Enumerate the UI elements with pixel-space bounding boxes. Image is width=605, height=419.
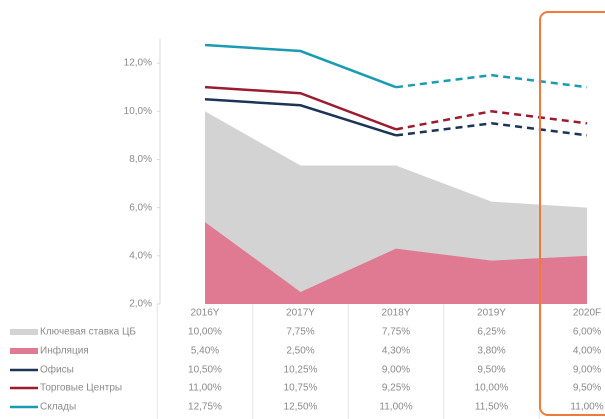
legend-label: Склады (40, 402, 76, 413)
legend-label: Офисы (40, 364, 74, 376)
table-value: 10,00% (188, 327, 222, 338)
highlight-frame (539, 11, 605, 416)
table-value: 7,75% (382, 327, 410, 338)
x-tick-label: 2019Y (477, 308, 506, 319)
x-tick-label: 2020F (573, 308, 601, 319)
legend-label: Инфляция (40, 345, 89, 357)
table-value: 9,50% (573, 383, 601, 394)
table-value: 5,40% (191, 346, 219, 357)
table-value: 10,00% (475, 383, 509, 394)
y-tick-label: 2,0% (129, 299, 152, 310)
y-tick-label: 6,0% (129, 202, 152, 213)
y-tick-label: 8,0% (129, 154, 152, 165)
forecast-line (395, 122, 588, 137)
forecast-line (395, 73, 588, 89)
x-tick-label: 2017Y (286, 308, 315, 319)
table-value: 9,00% (382, 365, 410, 376)
table-value: 4,30% (382, 346, 410, 357)
table-value: 9,50% (477, 365, 505, 376)
x-tick-label: 2016Y (191, 308, 220, 319)
table-value: 11,50% (475, 402, 508, 413)
table-value: 9,00% (573, 365, 601, 376)
legend-label: Ключевая ставка ЦБ (40, 327, 136, 338)
line (204, 85, 397, 131)
line (204, 43, 397, 89)
table-value: 2,50% (286, 346, 314, 357)
y-tick-label: 10,0% (124, 106, 152, 117)
x-tick-label: 2018Y (382, 308, 411, 319)
y-tick-label: 4,0% (129, 250, 152, 261)
table-value: 4,00% (573, 346, 601, 357)
legend-swatch (10, 329, 38, 335)
table-value: 10,50% (188, 365, 222, 376)
table-value: 10,75% (284, 383, 318, 394)
table-value: 11,00% (188, 383, 221, 394)
table-value: 11,00% (570, 402, 603, 413)
table-value: 11,00% (379, 402, 412, 413)
table-value: 6,25% (477, 327, 505, 338)
legend-swatch (10, 348, 38, 354)
table-value: 9,25% (382, 383, 410, 394)
table-value: 3,80% (477, 346, 505, 357)
table-value: 6,00% (573, 327, 601, 338)
area (205, 222, 587, 304)
table-value: 10,25% (284, 365, 318, 376)
forecast-line (395, 110, 588, 131)
table-value: 12,50% (284, 402, 318, 413)
line (204, 97, 397, 137)
table-value: 12,75% (188, 402, 222, 413)
y-tick-label: 12,0% (124, 58, 152, 69)
table-value: 7,75% (286, 327, 314, 338)
area (205, 111, 587, 304)
legend-label: Торговые Центры (40, 383, 122, 394)
